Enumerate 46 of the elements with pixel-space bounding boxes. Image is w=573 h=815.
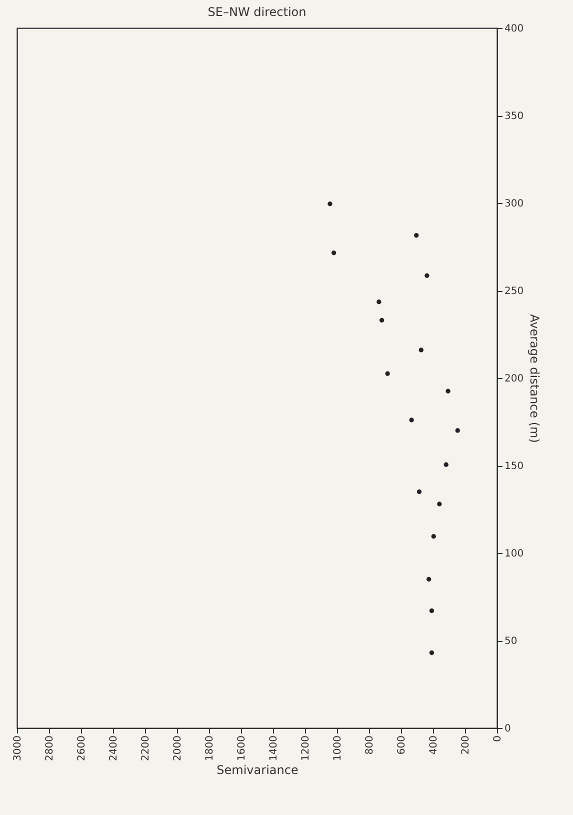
y-tick-label: 250 [504, 286, 524, 297]
x-tick-label: 2400 [108, 736, 120, 761]
point [416, 489, 422, 494]
x-tick-label: 1600 [236, 736, 248, 761]
x-tick-label: 2600 [76, 736, 88, 761]
x-tick-label: 1400 [268, 736, 280, 761]
x-tick-label: 0 [492, 736, 504, 742]
point [446, 388, 450, 394]
x-tick-label: 600 [396, 736, 408, 755]
x-axis-title: Semivariance [216, 762, 298, 777]
y-tick-label: 400 [504, 24, 524, 34]
y-tick-label: 150 [504, 461, 524, 472]
point [376, 300, 382, 304]
x-tick-label: 2000 [172, 736, 184, 761]
point [429, 650, 434, 656]
point [414, 233, 419, 238]
x-tick-label: 1000 [332, 736, 344, 761]
y-axis-title: Average distance (m) [528, 314, 542, 443]
point [444, 462, 448, 467]
y-tick-label: 200 [504, 374, 524, 384]
point [328, 202, 332, 206]
x-tick-label: 800 [364, 736, 376, 755]
x-tick-label: 1200 [300, 736, 312, 761]
point [424, 273, 430, 278]
point [385, 371, 390, 376]
y-tick-label: 0 [504, 724, 511, 734]
x-tick-label: 1800 [204, 736, 216, 761]
y-tick-label: 350 [504, 111, 524, 122]
x-tick-label: 200 [460, 736, 472, 755]
x-tick-label: 2200 [140, 736, 152, 761]
x-tick-label: 400 [428, 736, 440, 755]
point [429, 608, 434, 614]
x-tick-label: 2800 [44, 736, 56, 761]
point [426, 576, 432, 582]
point [455, 428, 460, 433]
y-tick-label: 300 [504, 198, 524, 210]
point [431, 534, 436, 539]
y-tick-label: 50 [504, 636, 518, 647]
x-tick-label: 3000 [12, 736, 24, 761]
point [379, 318, 384, 323]
point [331, 250, 336, 256]
point [409, 418, 414, 422]
chart-title: SE–NW direction [208, 5, 306, 19]
y-tick-label: 100 [504, 548, 524, 560]
point [418, 348, 424, 352]
point [437, 502, 442, 506]
